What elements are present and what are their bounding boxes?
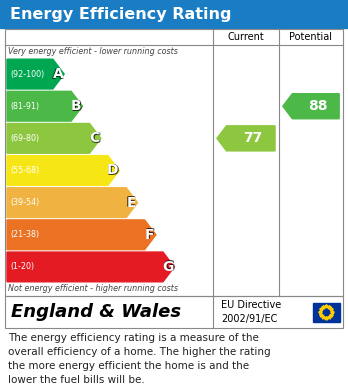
Text: 88: 88	[308, 99, 327, 113]
Text: (21-38): (21-38)	[10, 230, 39, 239]
Text: B: B	[70, 100, 81, 114]
Polygon shape	[7, 252, 174, 282]
Text: A: A	[52, 68, 63, 82]
Text: Energy Efficiency Rating: Energy Efficiency Rating	[10, 7, 231, 22]
Polygon shape	[7, 91, 82, 121]
Text: G: G	[162, 260, 173, 274]
Text: (55-68): (55-68)	[10, 166, 39, 175]
Text: A: A	[53, 66, 64, 81]
Text: 77: 77	[243, 131, 263, 145]
Text: A: A	[52, 66, 63, 81]
Text: D: D	[107, 163, 119, 178]
Text: A: A	[53, 67, 63, 81]
Text: G: G	[163, 260, 174, 273]
Polygon shape	[7, 188, 137, 217]
Polygon shape	[7, 59, 64, 89]
Text: E: E	[126, 195, 136, 209]
Text: B: B	[71, 99, 81, 113]
Text: G: G	[163, 260, 174, 274]
Text: E: E	[127, 195, 137, 209]
Text: Very energy efficient - lower running costs: Very energy efficient - lower running co…	[8, 47, 178, 56]
Text: Not energy efficient - higher running costs: Not energy efficient - higher running co…	[8, 284, 178, 293]
Text: E: E	[126, 196, 136, 210]
Text: B: B	[71, 99, 82, 113]
Text: E: E	[127, 196, 137, 210]
Polygon shape	[7, 156, 119, 185]
Text: England & Wales: England & Wales	[11, 303, 181, 321]
Text: Potential: Potential	[290, 32, 332, 42]
Text: (39-54): (39-54)	[10, 198, 39, 207]
Text: B: B	[70, 99, 81, 113]
Text: G: G	[163, 260, 174, 274]
Bar	[5, 29, 343, 296]
Text: (92-100): (92-100)	[10, 70, 44, 79]
Bar	[0, 0, 348, 28]
Text: The energy efficiency rating is a measure of the
overall efficiency of a home. T: The energy efficiency rating is a measur…	[8, 333, 271, 385]
Text: D: D	[108, 164, 119, 178]
Text: C: C	[90, 132, 100, 146]
Text: A: A	[53, 68, 64, 82]
Text: D: D	[108, 163, 119, 177]
Polygon shape	[7, 220, 156, 250]
Text: C: C	[89, 131, 99, 145]
Polygon shape	[7, 124, 101, 153]
Polygon shape	[217, 126, 275, 151]
Text: (1-20): (1-20)	[10, 262, 34, 271]
Text: C: C	[89, 131, 100, 145]
Text: F: F	[145, 228, 155, 242]
Text: Current: Current	[228, 32, 264, 42]
Text: D: D	[107, 164, 118, 178]
Text: F: F	[145, 227, 155, 241]
Polygon shape	[283, 94, 339, 119]
Bar	[313, 303, 340, 321]
Text: F: F	[145, 228, 155, 242]
Text: C: C	[90, 131, 100, 145]
Text: F: F	[144, 228, 154, 242]
Text: E: E	[127, 196, 136, 210]
Bar	[5, 296, 343, 328]
Text: EU Directive
2002/91/EC: EU Directive 2002/91/EC	[221, 300, 281, 324]
Text: F: F	[144, 227, 154, 241]
Text: B: B	[71, 100, 82, 114]
Text: (81-91): (81-91)	[10, 102, 39, 111]
Text: G: G	[162, 260, 173, 273]
Text: D: D	[107, 163, 118, 177]
Text: C: C	[89, 132, 99, 146]
Text: (69-80): (69-80)	[10, 134, 39, 143]
